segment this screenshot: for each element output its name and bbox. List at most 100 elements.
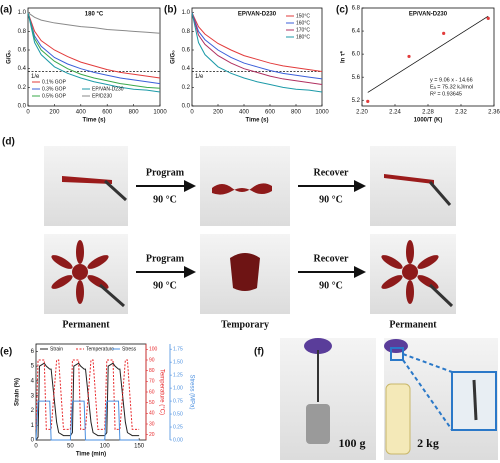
- x-tick-label: 0: [190, 110, 194, 116]
- legend-label: 150°C: [296, 13, 310, 19]
- series-line: [191, 12, 323, 80]
- y2-tick-label: 50: [149, 400, 155, 406]
- x-tick-label: 100: [100, 444, 111, 450]
- series-line: [191, 12, 323, 72]
- y-tick-label: 6.4: [352, 29, 361, 35]
- fit-line: [367, 15, 489, 93]
- y-tick-label: 2: [31, 408, 35, 414]
- y2-tick-label: 90: [149, 357, 155, 363]
- point: [486, 16, 490, 20]
- legend-label: Temperature: [86, 346, 114, 352]
- panel-label: (a): [0, 5, 12, 16]
- arrow-label: Recover: [314, 167, 350, 178]
- x-tick-label: 1000: [153, 110, 167, 116]
- y2-tick-label: 30: [149, 421, 155, 427]
- y3-label: Stress (MPa): [188, 374, 194, 409]
- series-line: [27, 12, 161, 85]
- y-tick-label: 0.2: [18, 85, 27, 91]
- legend-label: 180°C: [296, 34, 310, 40]
- y2-tick-label: 60: [149, 389, 155, 395]
- caption: Permanent: [62, 319, 110, 330]
- caption: Permanent: [389, 319, 437, 330]
- y-tick-label: 6.0: [352, 52, 361, 58]
- reference-label: 1/e: [31, 74, 40, 80]
- x-axis-label: Time (min): [76, 452, 106, 458]
- y-axis-label: G/G₀: [171, 50, 177, 64]
- arrow-label: 90 °C: [153, 280, 177, 291]
- x-tick-label: 600: [265, 110, 276, 116]
- x-tick-label: 0: [26, 110, 30, 116]
- folded-flower: [230, 253, 260, 291]
- tweezers: [99, 283, 125, 308]
- arrow-label: 90 °C: [153, 194, 177, 205]
- series-line: [35, 362, 140, 441]
- y2-label: Temperature (°C): [158, 369, 164, 415]
- arrow-label: Program: [146, 253, 185, 264]
- panel-label: (e): [0, 347, 12, 358]
- y-axis-label: Strain (%): [15, 378, 21, 406]
- glove: [304, 338, 332, 354]
- y3-tick-label: 0.25: [173, 424, 183, 430]
- y-tick-label: 3: [31, 393, 35, 399]
- y2-tick-label: 100: [149, 347, 158, 353]
- flower: [381, 240, 439, 304]
- annotation: y = 9.06 x - 14.66: [430, 77, 473, 83]
- point: [407, 54, 411, 59]
- x-tick-label: 150: [134, 444, 145, 450]
- arrow-label: Recover: [314, 253, 350, 264]
- y-tick-label: 5: [31, 364, 35, 370]
- series-line: [27, 12, 161, 34]
- bottle: [385, 383, 411, 455]
- panel-label: (b): [164, 5, 177, 16]
- series-line: [27, 12, 161, 79]
- x-tick-label: 400: [76, 110, 87, 116]
- point: [366, 99, 370, 103]
- y-tick-label: 0.0: [182, 104, 191, 110]
- series-line: [191, 12, 323, 93]
- arrow-label: 90 °C: [319, 194, 343, 205]
- photo: [44, 146, 128, 226]
- y-tick-label: 0.2: [182, 85, 191, 91]
- y-tick-label: 1.0: [182, 10, 191, 16]
- y-tick-label: 6: [31, 349, 35, 355]
- zoom-line: [402, 359, 453, 431]
- chart-title: EP/VAN-D230: [409, 12, 448, 18]
- weight-label: 2 kg: [417, 436, 439, 450]
- weight: [306, 404, 330, 444]
- y-tick-label: 0.4: [182, 66, 191, 72]
- annotation: Eₐ = 75.32 kJ/mol: [430, 84, 473, 90]
- photos-f: (f) 100 g 2 kg: [254, 338, 498, 460]
- x-tick-label: 200: [213, 110, 224, 116]
- tweezers: [428, 283, 454, 308]
- x-tick-label: 2.28: [422, 110, 434, 116]
- x-tick-label: 800: [291, 110, 302, 116]
- y3-tick-label: 1.50: [173, 359, 183, 365]
- panel-label: (d): [2, 137, 15, 148]
- photo: [200, 146, 290, 226]
- legend-label: 160°C: [296, 20, 310, 26]
- y3-tick-label: 0.75: [173, 398, 183, 404]
- x-tick-label: 1000: [315, 110, 329, 116]
- legend-label: Stress: [122, 346, 137, 352]
- arrow-label: 90 °C: [319, 280, 343, 291]
- series-line: [27, 12, 161, 93]
- y-tick-label: 0.0: [18, 104, 27, 110]
- y2-tick-label: 20: [149, 432, 155, 438]
- y3-tick-label: 1.00: [173, 385, 183, 391]
- x-tick-label: 2.20: [356, 110, 368, 116]
- series-line: [191, 12, 323, 86]
- y2-tick-label: 70: [149, 379, 155, 385]
- y-tick-label: 0.6: [18, 48, 27, 54]
- plot-frame: [361, 7, 495, 107]
- sample: [472, 379, 478, 421]
- y3-tick-label: 1.25: [173, 372, 183, 378]
- series-line: [35, 359, 140, 430]
- y-tick-label: 1: [31, 423, 35, 429]
- plot-frame: [27, 7, 161, 107]
- y2-tick-label: 40: [149, 411, 155, 417]
- series-line: [27, 12, 161, 89]
- y-tick-label: 5.2: [352, 98, 361, 104]
- x-tick-label: 2.36: [488, 110, 500, 116]
- glove: [384, 339, 408, 353]
- plot-frame: [191, 7, 323, 107]
